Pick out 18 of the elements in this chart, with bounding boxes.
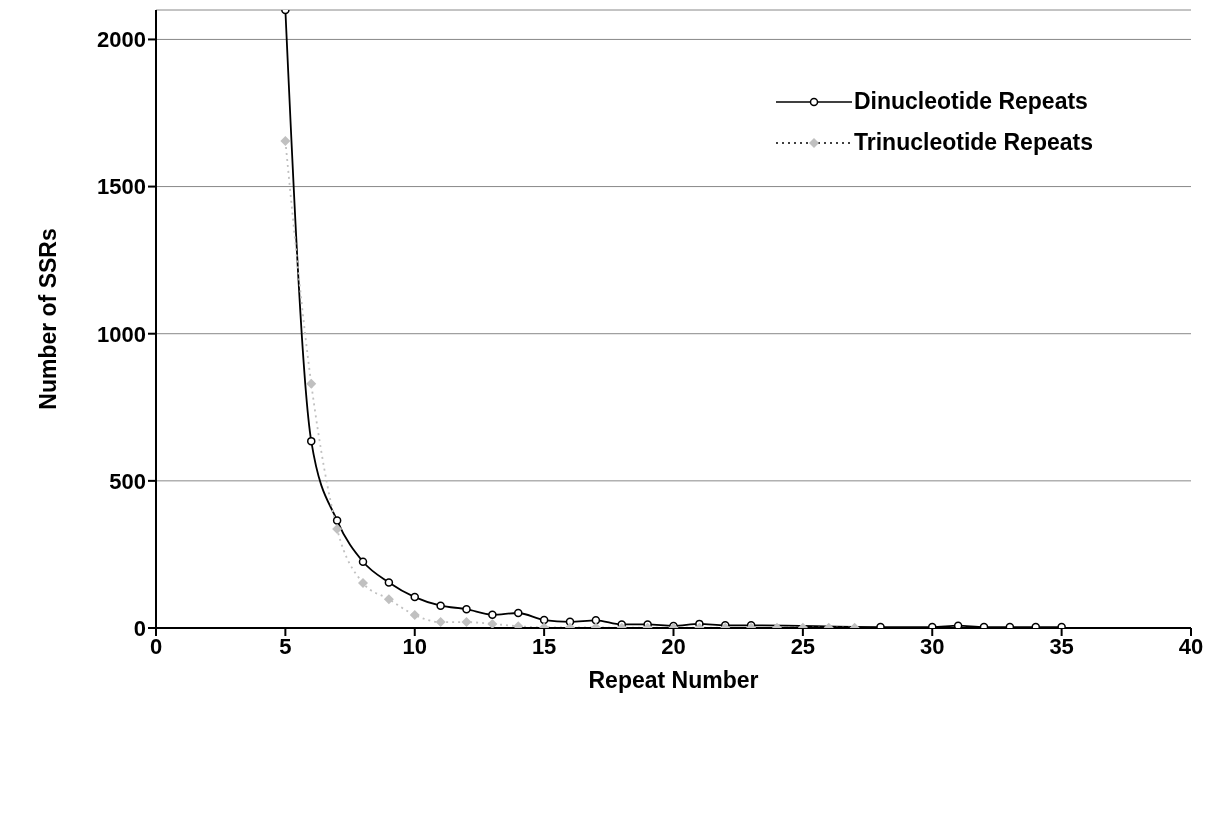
y-tick-label: 0 (133, 615, 146, 641)
x-tick-label: 25 (790, 633, 816, 659)
x-axis-title: Repeat Number (588, 667, 759, 693)
y-tick-label: 1500 (97, 174, 146, 200)
x-tick-label: 5 (279, 633, 292, 659)
y-tick-label: 500 (109, 468, 146, 494)
y-tick-label: 2000 (97, 27, 146, 53)
x-tick-label: 15 (531, 633, 557, 659)
x-tick-label: 35 (1049, 633, 1074, 659)
x-tick-label: 40 (1178, 633, 1204, 659)
legend-label: Dinucleotide Repeats (853, 88, 1088, 115)
x-tick-label: 10 (402, 633, 427, 659)
x-tick-label: 20 (661, 633, 686, 659)
legend-label: Trinucleotide Repeats (853, 129, 1093, 156)
y-axis-title: Number of SSRs (35, 228, 62, 410)
y-tick-label: 1000 (97, 321, 146, 347)
x-tick-label: 0 (149, 633, 163, 659)
x-tick-label: 30 (920, 633, 945, 659)
